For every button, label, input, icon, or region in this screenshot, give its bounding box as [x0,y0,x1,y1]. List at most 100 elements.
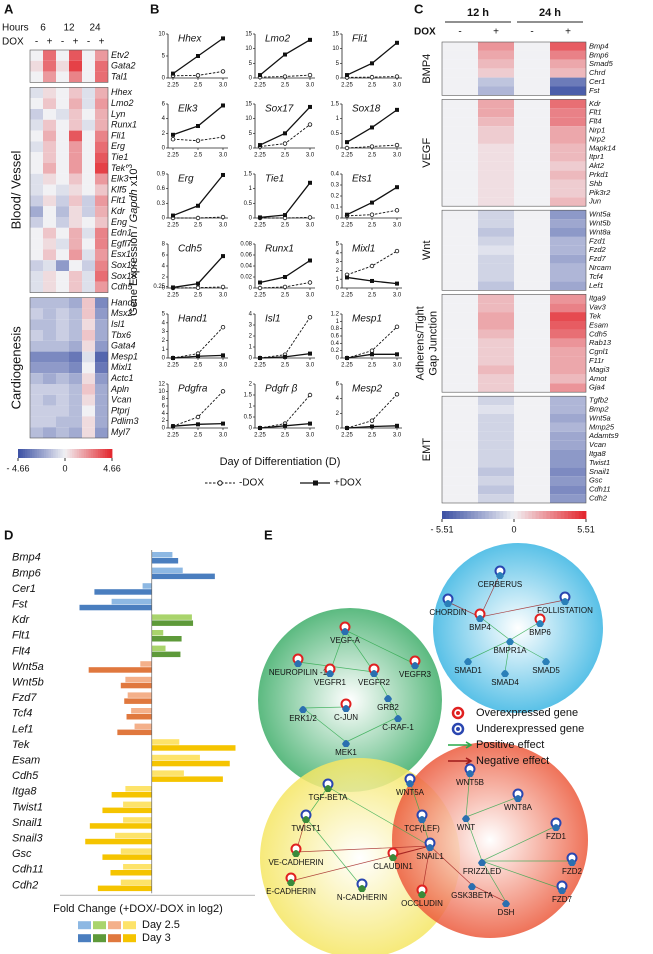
edge [481,860,507,903]
y-tick-label: 0.9 [157,172,166,178]
heatmap-cell [514,59,550,69]
y-tick-label: 0.5 [244,201,253,207]
marker [308,258,312,263]
x-tick-label: 2.25 [341,223,353,229]
heatmap-cell [478,440,514,450]
heatmap-cell [95,130,108,142]
marker [369,263,375,269]
node-label: TGF-BETA [309,793,349,802]
heatmap-cell [550,440,586,450]
colorbar-step [517,511,522,519]
heatmap-cell [514,161,550,171]
marker [307,72,313,78]
category-label: Cdh11 [12,864,44,876]
y-tick-label: 6 [162,253,166,259]
heatmap-cell [95,184,108,196]
colorbar-step [100,449,103,458]
bar [120,879,152,886]
heatmap-cell [95,141,108,153]
colorbar-step [564,511,569,519]
edge [345,716,399,743]
y-tick-label: 0 [336,426,340,432]
heatmap-cell [514,228,550,237]
y-tick-label: 0 [336,76,340,82]
heatmap-cell [514,414,550,423]
gene-label: Itga9 [589,294,607,303]
bar [85,838,152,845]
node-label: VEGFR1 [314,678,347,687]
bar [151,552,173,558]
plot-title: Ets1 [352,174,372,185]
gene-label: Pik3r2 [589,188,611,197]
group-label: Gap Junction [427,311,439,376]
heatmap-cell [30,416,43,428]
heatmap-cell [30,173,43,185]
heatmap-cell [43,163,56,174]
gene-label: Runx1 [111,120,137,130]
heatmap-cell [43,281,56,293]
colorbar-step [557,511,562,519]
colorbar-step [74,449,78,458]
gene-icon [370,670,378,677]
x-tick-label: 3.0 [306,153,315,159]
x-tick-label: 2.25 [254,83,266,89]
heatmap-cell [43,308,56,320]
gene-label: Gata4 [111,341,136,351]
x-tick-label: 2.5 [368,83,377,89]
x-tick-label: 2.25 [254,433,266,439]
gene-label: Lef1 [589,281,604,290]
heatmap-cell [478,77,514,87]
heatmap-cell [478,188,514,198]
colorbar-step [29,449,33,458]
heatmap-cell [56,405,69,417]
edge [471,884,507,903]
colorbar-label: 0 [62,463,67,473]
heatmap-cell [514,467,550,477]
gene-icon [358,885,366,892]
colorbar-step [474,511,479,519]
heatmap-cell [30,281,43,293]
y-tick-label: 4 [336,250,340,256]
y-tick-label: 0 [249,426,253,432]
y-tick-label: 4 [336,396,340,402]
heatmap-cell [550,68,586,78]
gene-label: Lyn [111,109,125,119]
gene-label: Rab13 [589,338,612,347]
heatmap-cell [56,330,69,341]
x-tick-label: 2.25 [341,83,353,89]
category-label: Fst [12,599,28,611]
y-tick-label: 1 [336,319,340,325]
heatmap-cell [82,87,95,99]
heatmap-cell [514,50,550,60]
category-label: Itga8 [12,786,37,798]
gene-icon [536,620,544,627]
gene-label: Wnt5a [589,210,611,219]
heatmap-cell [442,281,478,291]
y-tick-label: 4 [162,264,166,270]
gene-icon [384,695,392,702]
heatmap-cell [69,330,82,341]
gene-icon [568,859,576,866]
heatmap-cell [69,141,82,153]
x-tick-label: 3.0 [393,223,402,229]
y-tick-label: 0.5 [244,415,253,421]
heatmap-cell [478,228,514,237]
heatmap-cell [30,351,43,363]
heatmap-cell [43,340,56,352]
y-tick-label: 5 [162,54,166,60]
heatmap-cell [478,396,514,406]
colorbar-step [50,449,54,458]
legend-label: Underexpressed gene [476,723,584,735]
gene-label: Wnt5b [589,219,611,228]
heatmap-cell [82,297,95,309]
colorbar-step [488,511,493,519]
bar [123,817,152,823]
heatmap-cell [82,227,95,239]
heatmap-cell [82,163,95,174]
heatmap-cell [56,394,69,406]
y-tick-label: 0.08 [240,242,252,248]
y-tick-label: 0.6 [331,334,340,340]
marker [220,325,226,330]
x-tick-label: 2.25 [167,363,179,369]
colorbar-step [25,449,28,458]
